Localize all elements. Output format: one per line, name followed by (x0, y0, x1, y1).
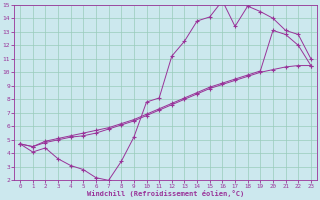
X-axis label: Windchill (Refroidissement éolien,°C): Windchill (Refroidissement éolien,°C) (87, 190, 244, 197)
